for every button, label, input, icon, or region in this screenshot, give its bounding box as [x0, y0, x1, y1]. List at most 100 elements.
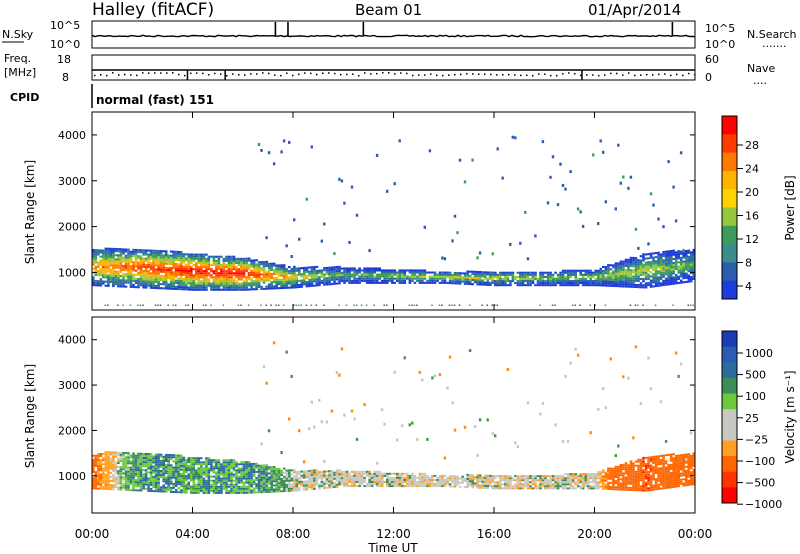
- power-cell: [685, 280, 688, 283]
- velocity-cell: [139, 477, 143, 480]
- power-cell: [323, 283, 326, 286]
- power-cell: [159, 260, 163, 263]
- power-cell: [690, 265, 693, 268]
- power-cell: [619, 283, 623, 286]
- power-cell: [612, 272, 615, 275]
- power-cell: [581, 224, 585, 228]
- power-cell: [119, 256, 123, 259]
- power-cell: [242, 284, 246, 287]
- velocity-cell: [207, 457, 211, 460]
- velocity-cell: [162, 468, 165, 471]
- velocity-cell: [466, 480, 469, 482]
- velocity-cell: [119, 482, 123, 485]
- velocity-cell: [521, 487, 525, 490]
- velocity-cell: [177, 481, 180, 483]
- velocity-cell: [272, 484, 276, 487]
- velocity-cell: [602, 479, 605, 482]
- nave-dot: [472, 73, 474, 75]
- velocity-cell: [448, 477, 452, 480]
- velocity-cell: [468, 476, 472, 478]
- power-cell: [637, 273, 640, 276]
- velocity-cell: [94, 477, 98, 480]
- velocity-cell: [496, 483, 500, 486]
- power-cell: [453, 280, 457, 283]
- velocity-cell: [360, 470, 364, 473]
- velocity-cell: [220, 481, 223, 484]
- power-cell: [200, 274, 203, 277]
- power-cell: [107, 247, 110, 250]
- velocity-cell: [592, 479, 595, 482]
- power-cell: [215, 278, 218, 281]
- power-cell: [210, 263, 213, 266]
- velocity-cell: [137, 462, 140, 465]
- power-cell: [388, 271, 392, 274]
- power-cell: [494, 275, 497, 278]
- power-cell: [217, 255, 221, 258]
- power-cell: [466, 270, 469, 273]
- velocity-cell: [310, 475, 314, 478]
- power-cell: [672, 253, 675, 256]
- velocity-cell: [373, 479, 376, 481]
- frequency-panel: Freq. [MHz] 18 8 60 0 Nave ....: [4, 52, 775, 87]
- velocity-cell: [554, 423, 557, 427]
- power-cell: [373, 269, 376, 272]
- velocity-cell: [451, 475, 454, 478]
- velocity-cell: [609, 475, 613, 478]
- velocity-cell: [172, 470, 175, 473]
- power-cell: [167, 262, 170, 265]
- power-cell: [154, 249, 158, 252]
- power-cell: [300, 283, 304, 286]
- velocity-cell: [551, 485, 555, 488]
- power-cell: [348, 279, 351, 282]
- power-cell: [458, 304, 461, 306]
- power-cell: [275, 268, 278, 271]
- velocity-cell: [288, 483, 291, 486]
- power-cell: [230, 263, 233, 266]
- velocity-cell: [441, 485, 444, 488]
- power-cell: [325, 269, 329, 272]
- power-cell: [486, 277, 490, 280]
- velocity-cell: [230, 473, 233, 476]
- power-cell: [308, 274, 311, 277]
- velocity-cell: [205, 479, 208, 482]
- velocity-cell: [220, 487, 223, 490]
- power-cell: [566, 271, 570, 274]
- velocity-cell: [185, 477, 188, 480]
- power-cell: [250, 263, 253, 266]
- power-cell: [222, 304, 225, 306]
- power-cell: [531, 275, 535, 278]
- power-cell: [240, 259, 243, 262]
- velocity-cell: [594, 479, 598, 482]
- velocity-cell: [99, 463, 103, 466]
- velocity-cell: [179, 489, 183, 492]
- velocity-cell: [345, 476, 349, 479]
- power-cell: [662, 273, 665, 276]
- power-cell: [157, 285, 160, 288]
- velocity-cell: [330, 476, 334, 478]
- power-cell: [466, 272, 469, 275]
- power-cell: [137, 265, 140, 268]
- velocity-cell: [142, 469, 145, 472]
- power-cell: [531, 273, 535, 276]
- velocity-cell: [438, 479, 442, 481]
- velocity-cell: [448, 355, 452, 359]
- velocity-cell: [167, 474, 170, 477]
- power-cell: [519, 271, 522, 274]
- power-cell: [315, 282, 319, 285]
- velocity-cell: [142, 477, 145, 480]
- power-cell: [92, 257, 95, 260]
- velocity-cell: [112, 469, 115, 472]
- velocity-cell: [104, 459, 108, 462]
- velocity-cell: [343, 481, 346, 483]
- velocity-cell: [305, 472, 309, 475]
- velocity-cell: [124, 458, 128, 461]
- velocity-cell: [185, 463, 188, 465]
- power-cell: [260, 269, 263, 272]
- power-cell: [690, 304, 692, 306]
- power-cell: [157, 287, 160, 290]
- velocity-cell: [117, 472, 120, 475]
- power-cell: [511, 135, 514, 139]
- velocity-cell: [290, 473, 294, 476]
- power-cell: [152, 270, 155, 273]
- velocity-cell: [423, 481, 427, 483]
